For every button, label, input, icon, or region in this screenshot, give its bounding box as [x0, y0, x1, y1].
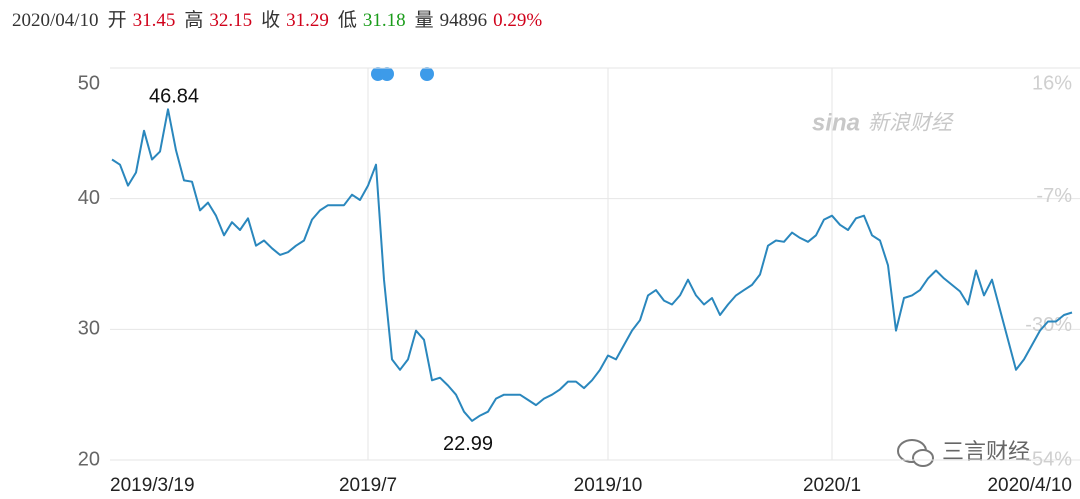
sina-watermark: sina 新浪财经	[812, 109, 954, 136]
price-line	[111, 108, 1073, 422]
field-label: 低	[338, 9, 357, 31]
y-tick-label: 40	[78, 187, 100, 209]
y2-tick-label: -30%	[1025, 314, 1072, 336]
field-value: 31.29	[286, 10, 329, 31]
quote-header: 2020/04/10 开 31.45 高 32.15 收 31.29 低 31.18 量 94896…	[12, 9, 542, 31]
event-markers	[371, 67, 434, 81]
field-label: 收	[261, 9, 280, 31]
high-label: 46.84	[149, 86, 199, 108]
watermark-text: 新浪财经	[868, 112, 954, 135]
y-tick-label: 20	[78, 448, 100, 470]
field-value: 31.45	[133, 10, 176, 31]
x-tick-label: 2019/10	[574, 475, 643, 496]
field-label: 开	[108, 10, 127, 31]
event-dot	[380, 67, 394, 81]
x-tick-label: 2019/7	[339, 475, 397, 496]
x-tick-label: 2020/4/10	[987, 475, 1072, 496]
quote-date: 2020/04/10	[12, 10, 99, 31]
field-value: 94896	[440, 10, 488, 31]
grid	[110, 67, 1080, 461]
field-label: 量	[415, 10, 434, 31]
x-tick-label: 2020/1	[803, 475, 861, 496]
wechat-icon	[912, 449, 934, 467]
y2-tick-label: -7%	[1036, 185, 1072, 207]
y2-tick-label: -54%	[1025, 448, 1072, 470]
field-value: 31.18	[363, 10, 406, 31]
low-label: 22.99	[443, 433, 493, 455]
event-dot	[420, 67, 434, 81]
field-value: 32.15	[209, 10, 252, 31]
y-tick-label: 30	[78, 318, 100, 340]
change-percent: 0.29%	[493, 10, 542, 31]
x-tick-label: 2019/3/19	[110, 475, 195, 496]
y-tick-label: 50	[78, 72, 100, 94]
y2-tick-label: 16%	[1032, 72, 1072, 94]
field-label: 高	[184, 9, 203, 31]
watermark-logo: sina	[812, 109, 860, 136]
account-watermark: 三言财经	[897, 439, 1030, 467]
